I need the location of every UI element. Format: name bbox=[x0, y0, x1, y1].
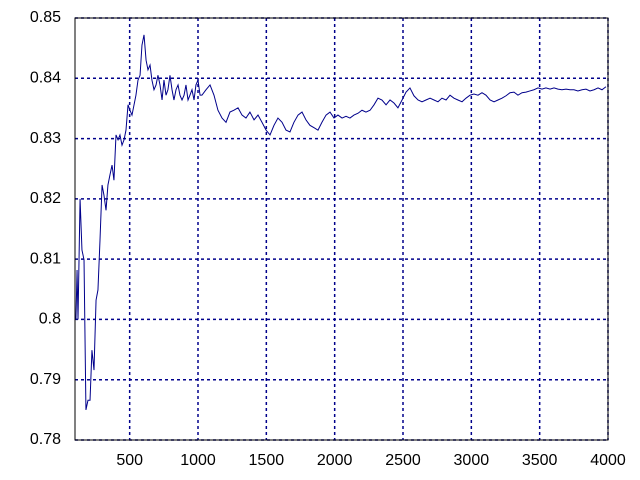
x-tick-label: 2500 bbox=[385, 452, 421, 469]
y-tick-label: 0.85 bbox=[30, 9, 61, 26]
y-tick-label: 0.8 bbox=[39, 311, 61, 328]
plot-frame bbox=[74, 17, 609, 441]
y-tick-label: 0.78 bbox=[30, 431, 61, 448]
x-tick-label: 3500 bbox=[522, 452, 558, 469]
y-tick-label: 0.81 bbox=[30, 250, 61, 267]
x-tick-label: 1000 bbox=[180, 452, 216, 469]
x-tick-label: 1500 bbox=[249, 452, 285, 469]
x-tick-label: 2000 bbox=[317, 452, 353, 469]
data-line bbox=[75, 34, 607, 410]
x-tick-label: 500 bbox=[116, 452, 143, 469]
y-tick-label: 0.79 bbox=[30, 371, 61, 388]
y-tick-label: 0.82 bbox=[30, 190, 61, 207]
x-tick-label: 4000 bbox=[590, 452, 626, 469]
x-tick-label: 3000 bbox=[454, 452, 490, 469]
y-tick-label: 0.83 bbox=[30, 130, 61, 147]
y-tick-label: 0.84 bbox=[30, 70, 61, 87]
